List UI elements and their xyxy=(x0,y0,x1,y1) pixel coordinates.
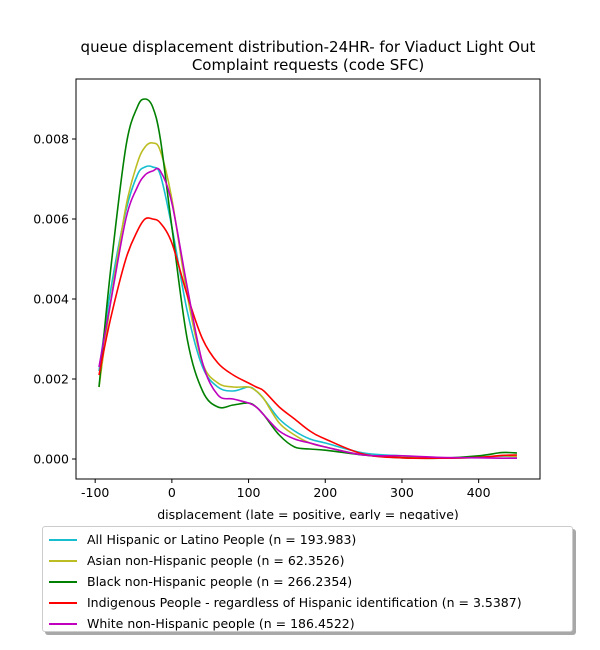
x-tick-label: 0 xyxy=(168,485,176,500)
legend-swatch xyxy=(49,580,77,583)
legend-label: White non-Hispanic people (n = 186.4522) xyxy=(87,616,355,631)
legend-item: Black non-Hispanic people (n = 266.2354) xyxy=(43,571,572,592)
legend-label: All Hispanic or Latino People (n = 193.9… xyxy=(87,532,357,547)
legend-swatch xyxy=(49,601,77,604)
y-tick-label: 0.004 xyxy=(33,292,69,307)
legend-label: Asian non-Hispanic people (n = 62.3526) xyxy=(87,553,345,568)
x-tick-label: -100 xyxy=(81,485,109,500)
plot-frame xyxy=(75,78,541,480)
legend-label: Indigenous People - regardless of Hispan… xyxy=(87,595,522,610)
y-tick-label: 0.008 xyxy=(33,132,69,147)
y-axis-ticks: 0.000 0.002 0.004 0.006 0.008 xyxy=(33,132,76,467)
legend: All Hispanic or Latino People (n = 193.9… xyxy=(42,526,573,632)
y-tick-label: 0.000 xyxy=(33,452,69,467)
x-axis-label: displacement (late = positive, early = n… xyxy=(157,507,459,520)
chart-title-line-2: Complaint requests (code SFC) xyxy=(192,56,424,74)
legend-label: Black non-Hispanic people (n = 266.2354) xyxy=(87,574,353,589)
legend-item: All Hispanic or Latino People (n = 193.9… xyxy=(43,529,572,550)
chart: queue displacement distribution-24HR- fo… xyxy=(33,38,541,520)
x-tick-label: 400 xyxy=(467,485,491,500)
y-tick-label: 0.002 xyxy=(33,372,69,387)
x-tick-label: 100 xyxy=(237,485,261,500)
series-line xyxy=(98,98,518,460)
y-tick-label: 0.006 xyxy=(33,212,69,227)
series-line xyxy=(98,165,518,459)
legend-swatch xyxy=(49,622,77,625)
x-axis-ticks: -100 0 100 200 300 400 xyxy=(81,479,491,500)
chart-title-line-1: queue displacement distribution-24HR- fo… xyxy=(81,38,536,56)
series-line xyxy=(98,142,518,460)
legend-item: Asian non-Hispanic people (n = 62.3526) xyxy=(43,550,572,571)
x-tick-label: 300 xyxy=(390,485,414,500)
plot-lines xyxy=(98,98,518,460)
series-line xyxy=(98,167,517,460)
series-line xyxy=(98,217,518,460)
legend-item: Indigenous People - regardless of Hispan… xyxy=(43,592,572,613)
legend-swatch xyxy=(49,538,77,541)
x-tick-label: 200 xyxy=(313,485,337,500)
legend-item: White non-Hispanic people (n = 186.4522) xyxy=(43,613,572,634)
legend-swatch xyxy=(49,559,77,562)
